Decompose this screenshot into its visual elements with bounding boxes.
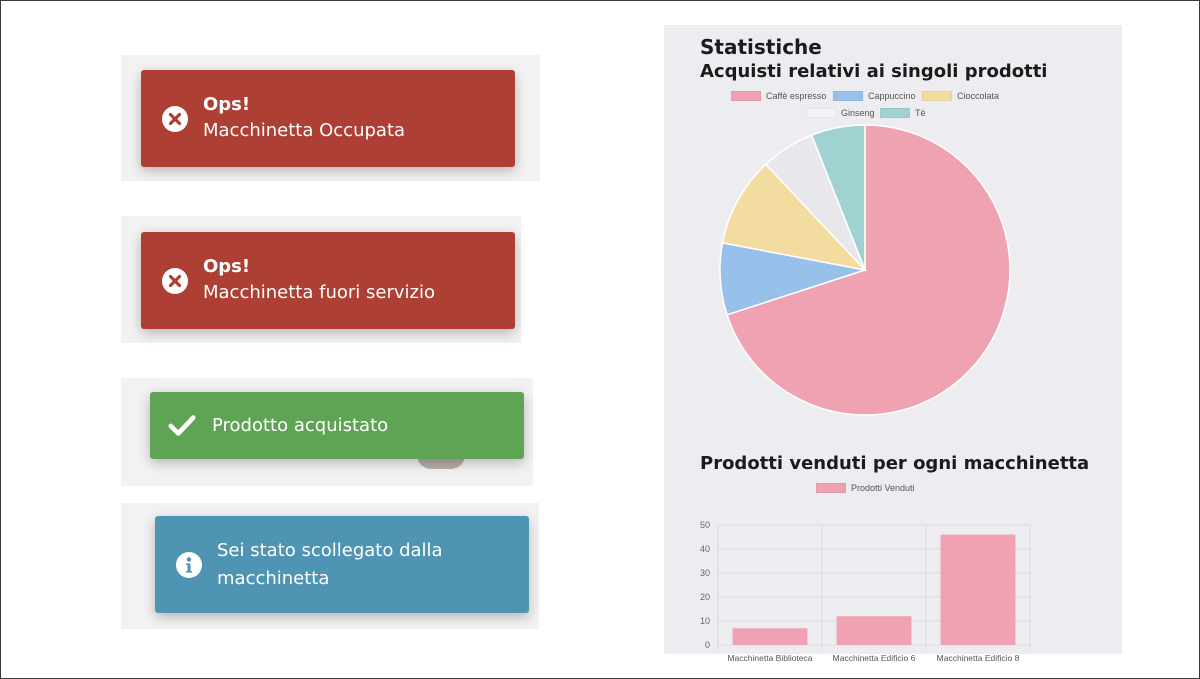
y-tick-label: 0 (705, 640, 710, 650)
times-circle-icon (161, 105, 189, 133)
legend-swatch (816, 483, 846, 493)
info-toast[interactable]: Sei stato scollegato dalla macchinetta (155, 516, 529, 613)
y-tick-label: 10 (700, 616, 710, 626)
legend-swatch (922, 91, 952, 101)
info-circle-icon (175, 551, 203, 579)
statistics-heading: Statistiche (700, 35, 822, 59)
legend-swatch (731, 91, 761, 101)
bar-legend: Prodotti Venduti (664, 25, 1122, 505)
toast-message-line-1: Sei stato scollegato dalla (217, 539, 443, 561)
success-toast[interactable]: Prodotto acquistato (150, 392, 524, 459)
pie-slice[interactable] (810, 124, 866, 271)
toast-title: Ops! (203, 255, 251, 277)
statistics-panel: Statistiche Acquisti relativi ai singoli… (664, 25, 1122, 663)
x-tick-label: Macchinetta Biblioteca (727, 653, 812, 663)
x-tick-label: Macchinetta Edificio 8 (937, 653, 1020, 663)
pie-legend-item[interactable]: Ginseng (806, 108, 875, 118)
pie-slice[interactable] (726, 124, 1011, 416)
bar[interactable] (940, 534, 1016, 645)
bar-chart-title: Prodotti venduti per ogni macchinetta (700, 453, 1090, 474)
legend-swatch (833, 91, 863, 101)
toast-message: Macchinetta Occupata (203, 119, 406, 141)
legend-swatch (806, 108, 836, 118)
bar[interactable] (732, 628, 808, 645)
pie-legend-item[interactable]: Cioccolata (922, 91, 999, 101)
y-tick-label: 20 (700, 592, 710, 602)
pie-legend-item[interactable]: Caffè espresso (731, 91, 826, 101)
check-icon (168, 412, 196, 440)
bar[interactable] (836, 616, 912, 645)
error-toast[interactable]: Ops! Macchinetta fuori servizio (141, 232, 515, 329)
toast-title: Ops! (203, 93, 251, 115)
error-toast[interactable]: Ops! Macchinetta Occupata (141, 70, 515, 167)
legend-swatch (880, 108, 910, 118)
bar-chart: 0 10 20 30 40 50 Macchinetta Biblioteca Macchin… (700, 520, 1031, 663)
y-tick-label: 50 (700, 520, 710, 530)
toast-message: Prodotto acquistato (212, 414, 389, 436)
bar-legend-item[interactable]: Prodotti Venduti (816, 483, 915, 493)
legend-label: Ginseng (841, 108, 875, 118)
legend-label: Cappuccino (868, 91, 916, 101)
legend-label: Tè (915, 108, 926, 118)
pie-chart (719, 124, 1011, 416)
pie-chart-title: Acquisti relativi ai singoli prodotti (700, 61, 1048, 82)
pie-slice[interactable] (721, 163, 868, 272)
legend-label: Prodotti Venduti (851, 483, 915, 493)
toast-message-line-2: macchinetta (217, 567, 330, 589)
legend-label: Cioccolata (957, 91, 1000, 101)
toast-message: Macchinetta fuori servizio (203, 281, 435, 303)
pie-legend: Caffè espresso Cappuccino Cioccolata Gin… (664, 25, 1122, 125)
x-tick-label: Macchinetta Edificio 6 (833, 653, 916, 663)
legend-label: Caffè espresso (766, 91, 827, 101)
times-circle-icon (161, 267, 189, 295)
y-tick-label: 30 (700, 568, 710, 578)
y-tick-label: 40 (700, 544, 710, 554)
pie-legend-item[interactable]: Cappuccino (833, 91, 916, 101)
pie-legend-item[interactable]: Tè (880, 108, 926, 118)
